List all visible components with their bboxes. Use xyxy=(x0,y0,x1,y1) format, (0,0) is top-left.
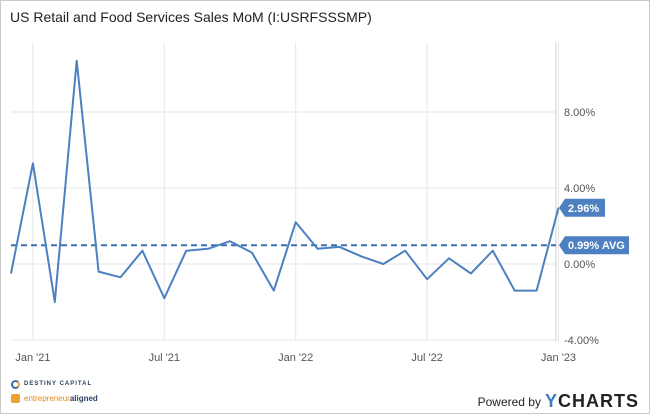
entrepreneur-aligned-logo: entrepreneuraligned xyxy=(11,391,98,405)
x-tick-label: Jul '21 xyxy=(149,352,180,364)
powered-by[interactable]: Powered by YCHARTS xyxy=(478,391,639,412)
chart-title: US Retail and Food Services Sales MoM (I… xyxy=(10,9,372,25)
y-tick-label: -4.00% xyxy=(564,335,599,347)
average-flag-bg xyxy=(559,236,629,255)
y-tick-label: 0.00% xyxy=(564,259,595,271)
value-flags: 2.96% 0.99% AVG xyxy=(559,198,629,255)
last-value-flag-bg xyxy=(559,198,605,217)
x-axis-ticks: Jan '21 Jul '21 Jan '22 Jul '22 Jan '23 xyxy=(15,352,576,364)
x-tick-label: Jan '23 xyxy=(541,352,576,364)
ycharts-logo[interactable]: YCHARTS xyxy=(544,391,639,411)
powered-by-label: Powered by xyxy=(477,394,541,409)
y-axis-ticks: 8.00% 4.00% 0.00% -4.00% xyxy=(564,107,599,347)
grid xyxy=(11,43,559,341)
last-value-flag-text: 2.96% xyxy=(568,203,599,215)
destiny-capital-icon xyxy=(11,379,20,389)
entrepreneur-aligned-icon xyxy=(11,393,20,403)
y-tick-label: 8.00% xyxy=(564,107,595,119)
y-tick-label: 4.00% xyxy=(564,183,595,195)
x-tick-label: Jan '22 xyxy=(278,352,313,364)
average-flag-text: 0.99% AVG xyxy=(568,240,625,252)
series-line xyxy=(10,59,560,303)
x-tick-label: Jul '22 xyxy=(411,352,442,364)
destiny-capital-logo: DESTINY CAPITAL xyxy=(11,377,98,391)
x-tick-label: Jan '21 xyxy=(15,352,50,364)
advisor-logos: DESTINY CAPITAL entrepreneuraligned xyxy=(11,377,98,405)
